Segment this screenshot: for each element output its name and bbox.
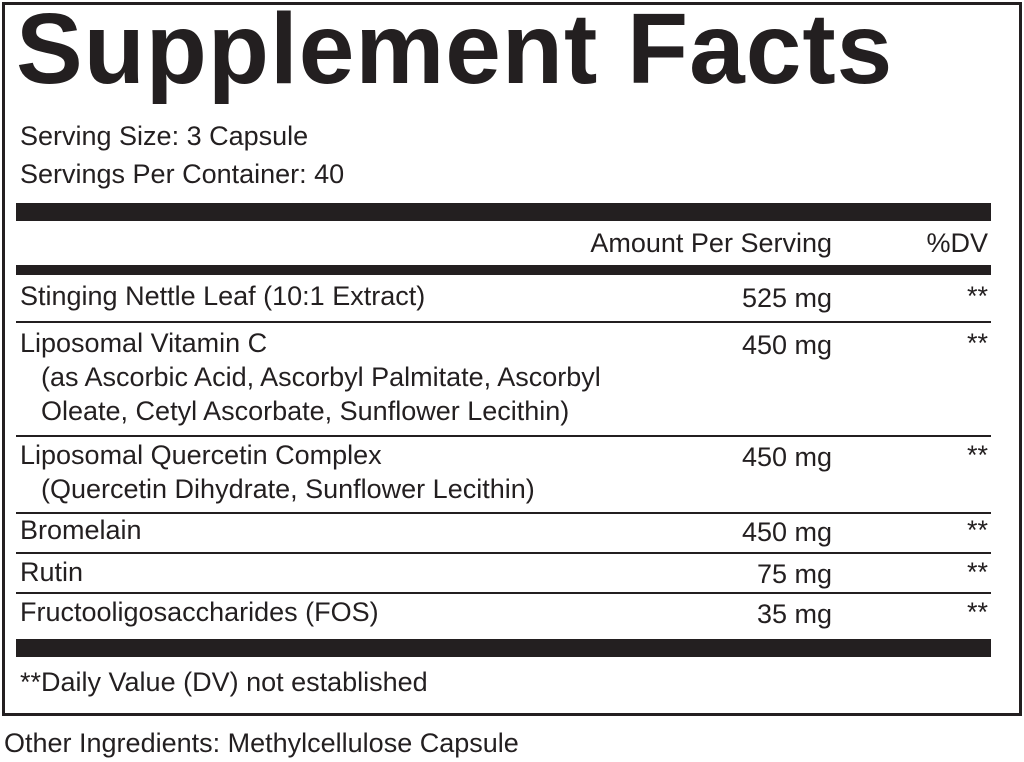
ingredient-name: Stinging Nettle Leaf (10:1 Extract) xyxy=(20,281,426,311)
dv-header: %DV xyxy=(926,228,988,258)
ingredient-amount: 75 mg xyxy=(756,559,832,589)
ingredient-amount: 450 mg xyxy=(741,442,832,472)
row-divider xyxy=(16,552,991,554)
ingredient-amount: 450 mg xyxy=(741,330,832,360)
ingredient-dv: ** xyxy=(966,440,988,470)
ingredient-dv: ** xyxy=(966,328,988,358)
ingredient-detail: (as Ascorbic Acid, Ascorbyl Palmitate, A… xyxy=(41,362,601,392)
panel-title: Supplement Facts xyxy=(16,0,894,105)
ingredient-dv: ** xyxy=(966,597,988,627)
row-divider xyxy=(16,321,991,323)
thick-divider xyxy=(16,203,991,221)
ingredient-amount: 525 mg xyxy=(741,283,832,313)
thick-divider xyxy=(16,639,991,657)
ingredient-amount: 450 mg xyxy=(741,517,832,547)
row-divider xyxy=(16,592,991,594)
ingredient-name: Liposomal Vitamin C xyxy=(20,328,268,358)
row-divider xyxy=(16,512,991,514)
ingredient-name: Fructooligosaccharides (FOS) xyxy=(20,597,379,627)
ingredient-detail: (Quercetin Dihydrate, Sunflower Lecithin… xyxy=(41,474,535,504)
other-ingredients: Other Ingredients: Methylcellulose Capsu… xyxy=(4,728,519,758)
ingredient-dv: ** xyxy=(966,281,988,311)
ingredient-name: Rutin xyxy=(20,557,84,587)
servings-per-container: Servings Per Container: 40 xyxy=(20,159,345,189)
ingredient-name: Bromelain xyxy=(20,515,142,545)
ingredient-name: Liposomal Quercetin Complex xyxy=(20,440,382,470)
footnote: **Daily Value (DV) not established xyxy=(20,667,428,697)
ingredient-detail: Oleate, Cetyl Ascorbate, Sunflower Lecit… xyxy=(41,396,570,426)
medium-divider xyxy=(16,265,991,275)
amount-header: Amount Per Serving xyxy=(590,228,832,258)
ingredient-dv: ** xyxy=(966,515,988,545)
facts-panel xyxy=(2,2,1022,716)
ingredient-dv: ** xyxy=(966,557,988,587)
row-divider xyxy=(16,435,991,437)
ingredient-amount: 35 mg xyxy=(756,599,832,629)
serving-size: Serving Size: 3 Capsule xyxy=(20,121,309,151)
